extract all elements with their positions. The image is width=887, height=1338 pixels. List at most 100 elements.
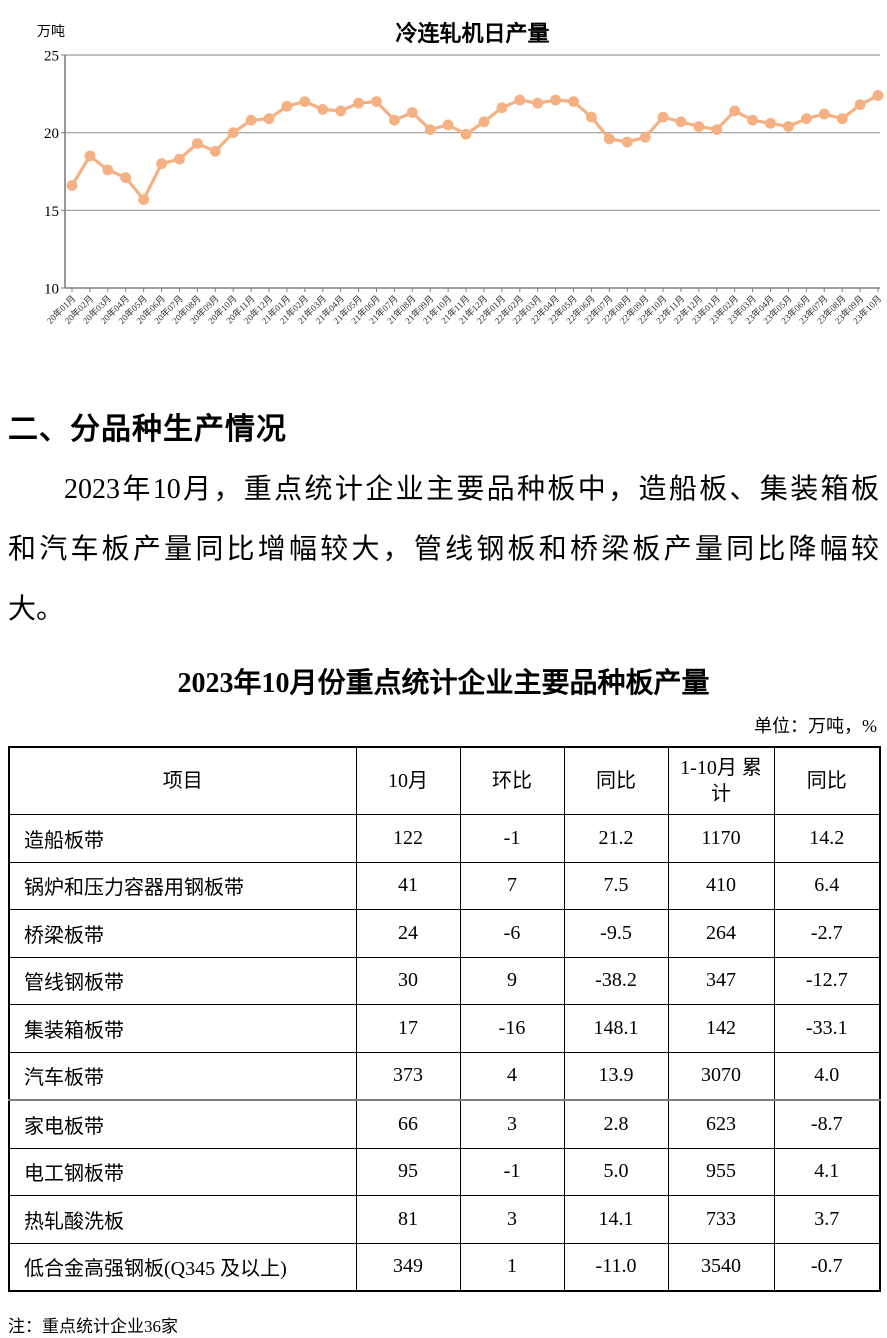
table-row: 锅炉和压力容器用钢板带 41 7 7.5 410 6.4 bbox=[8, 861, 881, 910]
item-name-cell: 电工钢板带 bbox=[8, 1147, 357, 1196]
production-table: 项目 10月 环比 同比 1-10月 累计 同比 造船板带 122 -1 21.2 11… bbox=[8, 746, 881, 1292]
item-name-cell: 桥梁板带 bbox=[8, 909, 357, 958]
value-cell: 3070 bbox=[667, 1051, 775, 1101]
footnote: 注：重点统计企业36家 bbox=[8, 1317, 178, 1336]
item-name-cell: 管线钢板带 bbox=[8, 956, 357, 1005]
axes bbox=[61, 54, 880, 292]
value-cell: 14.1 bbox=[563, 1195, 669, 1244]
table-row: 桥梁板带 24 -6 -9.5 264 -2.7 bbox=[8, 909, 881, 958]
value-cell: 410 bbox=[667, 861, 775, 910]
header-row: 项目 10月 环比 同比 1-10月 累计 同比 bbox=[8, 746, 881, 815]
table-row: 造船板带 122 -1 21.2 1170 14.2 bbox=[8, 814, 881, 863]
y-axis-labels: 10 15 20 25 bbox=[44, 49, 59, 298]
value-cell: 7.5 bbox=[563, 861, 669, 910]
section-heading: 二、分品种生产情况 bbox=[8, 413, 287, 446]
header-yoy-cum: 同比 bbox=[773, 746, 881, 815]
item-name-cell: 家电板带 bbox=[8, 1099, 357, 1149]
table-row: 集装箱板带 17 -16 148.1 142 -33.1 bbox=[8, 1004, 881, 1053]
value-cell: -8.7 bbox=[773, 1099, 881, 1149]
unit-note: 单位：万吨，% bbox=[754, 716, 877, 736]
value-cell: 4.0 bbox=[773, 1051, 881, 1101]
item-name-cell: 锅炉和压力容器用钢板带 bbox=[8, 861, 357, 910]
value-cell: 66 bbox=[355, 1099, 461, 1149]
table-row: 管线钢板带 30 9 -38.2 347 -12.7 bbox=[8, 956, 881, 1005]
value-cell: 142 bbox=[667, 1004, 775, 1053]
data-points bbox=[66, 90, 884, 205]
value-cell: 5.0 bbox=[563, 1147, 669, 1196]
paragraph-line: 大。 bbox=[8, 594, 65, 625]
value-cell: 264 bbox=[667, 909, 775, 958]
value-cell: 122 bbox=[355, 814, 461, 863]
value-cell: 3 bbox=[459, 1099, 565, 1149]
item-name-cell: 集装箱板带 bbox=[8, 1004, 357, 1053]
value-cell: 4 bbox=[459, 1051, 565, 1101]
value-cell: -33.1 bbox=[773, 1004, 881, 1053]
value-cell: 373 bbox=[355, 1051, 461, 1101]
item-name-cell: 热轧酸洗板 bbox=[8, 1195, 357, 1244]
value-cell: 955 bbox=[667, 1147, 775, 1196]
table-row: 热轧酸洗板 81 3 14.1 733 3.7 bbox=[8, 1195, 881, 1244]
svg-text:25: 25 bbox=[44, 49, 59, 65]
value-cell: 1 bbox=[459, 1242, 565, 1292]
value-cell: 14.2 bbox=[773, 814, 881, 863]
y-axis-unit-label: 万吨 bbox=[37, 24, 65, 40]
value-cell: -9.5 bbox=[563, 909, 669, 958]
value-cell: -11.0 bbox=[563, 1242, 669, 1292]
value-cell: 4.1 bbox=[773, 1147, 881, 1196]
body-paragraph: 2023年10月，重点统计企业主要品种板中，造船板、集装箱板 和汽车板产量同比增… bbox=[8, 460, 879, 640]
value-cell: 148.1 bbox=[563, 1004, 669, 1053]
value-cell: -38.2 bbox=[563, 956, 669, 1005]
value-cell: 347 bbox=[667, 956, 775, 1005]
header-yoy: 同比 bbox=[563, 746, 669, 815]
value-cell: 2.8 bbox=[563, 1099, 669, 1149]
series-line bbox=[70, 93, 880, 202]
value-cell: 1170 bbox=[667, 814, 775, 863]
value-cell: 24 bbox=[355, 909, 461, 958]
item-name-cell: 造船板带 bbox=[8, 814, 357, 863]
table-header: 项目 10月 环比 同比 1-10月 累计 同比 bbox=[8, 746, 881, 815]
value-cell: -16 bbox=[459, 1004, 565, 1053]
table-title: 2023年10月份重点统计企业主要品种板产量 bbox=[177, 668, 710, 699]
x-axis-labels: 20年01月20年02月20年03月20年04月20年05月20年06月20年0… bbox=[44, 293, 883, 326]
svg-text:20: 20 bbox=[44, 126, 59, 142]
header-cumulative: 1-10月 累计 bbox=[667, 746, 775, 815]
value-cell: 95 bbox=[355, 1147, 461, 1196]
svg-text:10: 10 bbox=[44, 282, 59, 298]
value-cell: 13.9 bbox=[563, 1051, 669, 1101]
value-cell: 21.2 bbox=[563, 814, 669, 863]
value-cell: 17 bbox=[355, 1004, 461, 1053]
value-cell: 9 bbox=[459, 956, 565, 1005]
value-cell: 30 bbox=[355, 956, 461, 1005]
header-month: 10月 bbox=[355, 746, 461, 815]
value-cell: 81 bbox=[355, 1195, 461, 1244]
value-cell: -2.7 bbox=[773, 909, 881, 958]
value-cell: 733 bbox=[667, 1195, 775, 1244]
value-cell: 623 bbox=[667, 1099, 775, 1149]
table-row: 低合金高强钢板(Q345 及以上) 349 1 -11.0 3540 -0.7 bbox=[8, 1242, 881, 1292]
svg-text:15: 15 bbox=[44, 204, 59, 220]
value-cell: -1 bbox=[459, 814, 565, 863]
value-cell: -1 bbox=[459, 1147, 565, 1196]
value-cell: -6 bbox=[459, 909, 565, 958]
value-cell: 7 bbox=[459, 861, 565, 910]
value-cell: -0.7 bbox=[773, 1242, 881, 1292]
item-name-cell: 汽车板带 bbox=[8, 1051, 357, 1101]
chart-title: 冷连轧机日产量 bbox=[395, 21, 549, 46]
value-cell: 349 bbox=[355, 1242, 461, 1292]
value-cell: 41 bbox=[355, 861, 461, 910]
value-cell: 6.4 bbox=[773, 861, 881, 910]
paragraph-line: 2023年10月，重点统计企业主要品种板中，造船板、集装箱板 bbox=[64, 474, 879, 505]
daily-output-line-chart: 10 15 20 25 万吨 冷连轧机日产量 20年01月20年02月20年03月20年04… bbox=[37, 21, 884, 326]
paragraph-line: 和汽车板产量同比增幅较大，管线钢板和桥梁板产量同比降幅较 bbox=[8, 534, 879, 565]
table-row: 汽车板带 373 4 13.9 3070 4.0 bbox=[8, 1051, 881, 1101]
value-cell: 3 bbox=[459, 1195, 565, 1244]
value-cell: 3.7 bbox=[773, 1195, 881, 1244]
header-mom: 环比 bbox=[459, 746, 565, 815]
value-cell: -12.7 bbox=[773, 956, 881, 1005]
gridlines bbox=[65, 54, 880, 211]
table-row: 电工钢板带 95 -1 5.0 955 4.1 bbox=[8, 1147, 881, 1196]
item-name-cell: 低合金高强钢板(Q345 及以上) bbox=[8, 1242, 357, 1292]
value-cell: 3540 bbox=[667, 1242, 775, 1292]
table-row: 家电板带 66 3 2.8 623 -8.7 bbox=[8, 1099, 881, 1149]
